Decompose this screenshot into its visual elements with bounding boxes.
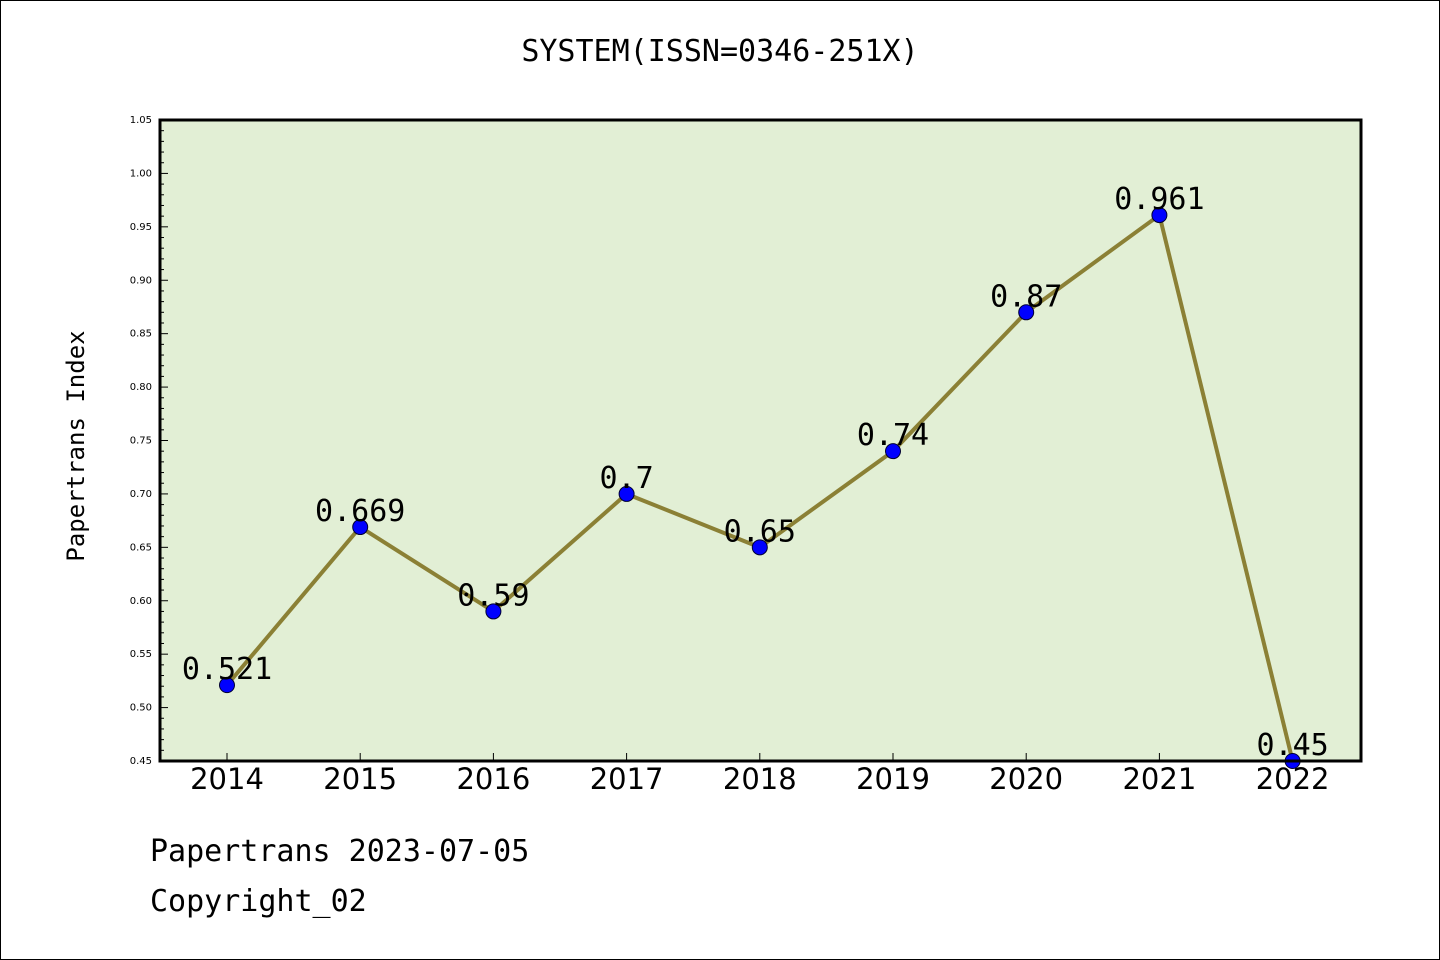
data-point — [751, 539, 768, 556]
y-tick-label: 0.55 — [130, 649, 152, 660]
y-tick-label: 0.75 — [130, 436, 152, 447]
y-tick-label: 0.45 — [130, 756, 152, 767]
data-point — [352, 519, 369, 536]
data-label: 0.59 — [457, 578, 529, 613]
y-tick-label: 1.05 — [130, 115, 152, 126]
data-label: 0.669 — [315, 494, 405, 529]
data-labels: 0.521 0.669 0.59 0.7 0.65 0.74 0.87 0.961 0.45 — [182, 182, 1329, 763]
y-tick-label: 1.00 — [130, 168, 152, 179]
data-point — [618, 485, 635, 502]
x-tick-label: 2018 — [723, 762, 797, 796]
y-tick-label: 0.50 — [130, 703, 152, 714]
chart-title: SYSTEM(ISSN=0346-251X) — [521, 34, 919, 69]
y-tick-label: 0.70 — [130, 489, 152, 500]
data-point — [1151, 207, 1168, 224]
x-tick-label: 2015 — [323, 762, 397, 796]
data-label: 0.521 — [182, 652, 272, 687]
y-tick-label: 0.65 — [130, 542, 152, 553]
footer-date: Papertrans 2023-07-05 — [150, 834, 530, 869]
data-label: 0.961 — [1114, 182, 1204, 217]
y-tick-label: 0.90 — [130, 275, 152, 286]
data-label: 0.65 — [724, 514, 796, 549]
y-tick-label: 0.85 — [130, 329, 152, 340]
footer-copyright: Copyright_02 — [150, 884, 367, 919]
data-point — [1018, 304, 1035, 321]
y-axis-label: Papertrans Index — [62, 330, 90, 562]
data-label: 0.7 — [600, 461, 654, 496]
data-label: 0.87 — [990, 279, 1062, 314]
x-tick-label: 2014 — [190, 762, 264, 796]
x-tick-label: 2019 — [856, 762, 930, 796]
x-tick-label: 2017 — [590, 762, 664, 796]
data-label: 0.45 — [1256, 728, 1328, 763]
data-label: 0.74 — [857, 418, 929, 453]
plot-border — [158, 118, 1363, 763]
data-point — [219, 677, 235, 694]
y-tick-label: 0.95 — [130, 222, 152, 233]
data-point — [485, 603, 502, 620]
x-tick-label: 2016 — [456, 762, 530, 796]
y-tick-label: 0.60 — [130, 596, 152, 607]
y-tick-label: 0.80 — [130, 382, 152, 393]
x-tick-label: 2021 — [1122, 762, 1196, 796]
data-point — [885, 443, 901, 460]
x-tick-label: 2020 — [989, 762, 1063, 796]
x-axis: 2014 2015 2016 2017 2018 2019 2020 2021 2022 — [190, 753, 1330, 796]
